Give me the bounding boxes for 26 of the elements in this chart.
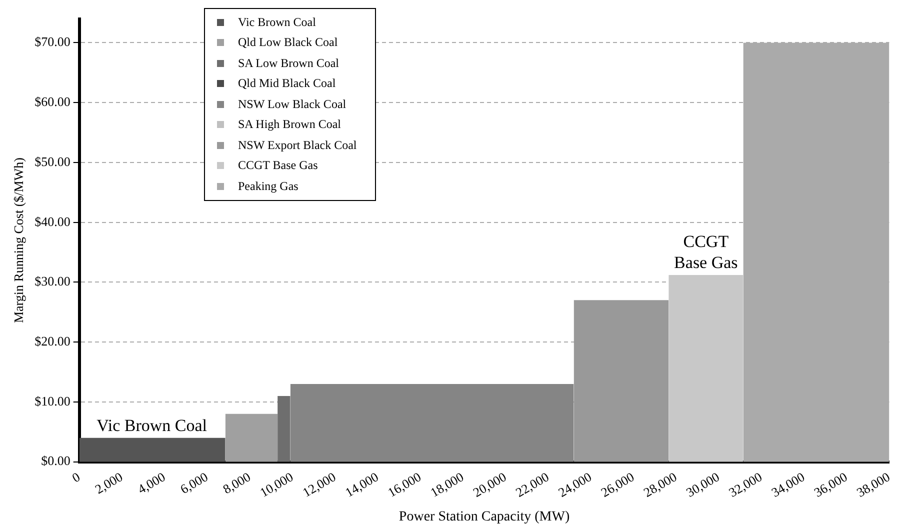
y-tick-label: $40.00 — [34, 214, 70, 229]
x-tick-label: 8,000 — [220, 469, 254, 497]
y-tick-label: $10.00 — [34, 393, 70, 408]
legend-label: SA High Brown Coal — [238, 117, 342, 132]
legend-label: NSW Low Black Coal — [238, 96, 346, 112]
legend-label: Qld Low Black Coal — [238, 35, 338, 50]
y-tick-label: $50.00 — [34, 154, 70, 169]
x-tick-label: 0 — [69, 469, 83, 486]
y-tick-label: $30.00 — [34, 274, 70, 289]
x-tick-label: 4,000 — [134, 469, 168, 497]
annotation: Vic Brown Coal — [96, 416, 208, 435]
legend-label: Peaking Gas — [238, 178, 298, 194]
legend-label: SA Low Brown Coal — [238, 56, 340, 71]
y-axis-title: Margin Running Cost ($/MWh) — [11, 158, 26, 324]
legend-label: NSW Export Black Coal — [238, 138, 357, 153]
y-tick-label: $60.00 — [34, 94, 70, 110]
legend-label: CCGT Base Gas — [238, 158, 318, 174]
legend-label: Qld Mid Black Coal — [238, 76, 336, 92]
y-tick-label: $0.00 — [41, 453, 70, 468]
x-tick-label: 6,000 — [178, 469, 210, 497]
annotation: CCGT Base Gas — [674, 232, 738, 272]
x-tick-label: 2,000 — [92, 469, 126, 497]
y-tick-label: $20.00 — [34, 334, 70, 349]
y-tick-label: $70.00 — [34, 34, 70, 50]
legend-label: Vic Brown Coal — [238, 14, 316, 30]
x-axis-title: Power Station Capacity (MW) — [398, 509, 570, 524]
